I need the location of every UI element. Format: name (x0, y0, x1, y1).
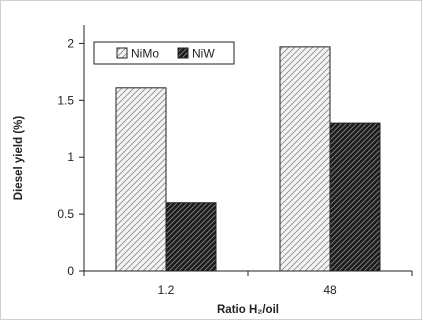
legend-box (93, 41, 235, 65)
x-axis-title: Ratio H₂/oil (217, 304, 279, 316)
y-tick-label: 0.5 (57, 207, 74, 221)
legend-label-niw: NiW (192, 47, 215, 61)
y-tick-label: 1 (67, 150, 74, 164)
bar-nimo-1-2 (115, 87, 167, 272)
y-tick-label: 1.5 (57, 93, 74, 107)
y-tick-label: 0 (67, 264, 74, 278)
y-axis: 0 0.5 1 1.5 2 (57, 25, 85, 278)
x-tick-label: 48 (323, 283, 337, 297)
y-axis-title: Diesel yield (%) (13, 116, 25, 201)
bar-nimo-48 (279, 46, 331, 272)
legend-swatch-nimo (116, 47, 128, 59)
legend-swatch-niw (177, 47, 189, 59)
legend-label-nimo: NiMo (131, 47, 159, 61)
x-tick-label: 1.2 (158, 283, 175, 297)
legend: NiMo NiW (93, 41, 235, 65)
y-tick-label: 2 (67, 36, 74, 50)
bars (115, 46, 381, 272)
bar-niw-1-2 (165, 202, 217, 272)
bar-niw-48 (329, 122, 381, 272)
